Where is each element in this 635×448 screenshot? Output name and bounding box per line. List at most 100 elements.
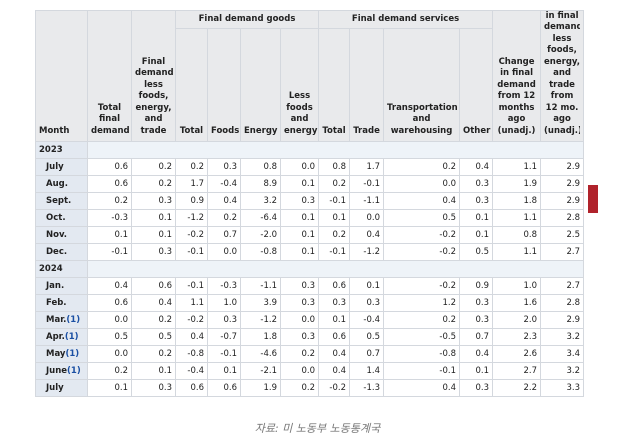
value-cell: 0.6 <box>318 277 351 295</box>
value-cell: -0.2 <box>383 243 461 261</box>
footnote-link[interactable]: (1) <box>67 366 81 376</box>
value-cell: 0.3 <box>279 328 320 346</box>
data-row: May(1) 0.0 0.2 -0.8 -0.1 -4.6 0.2 0.4 0.7 -0.8 0.4… <box>35 345 585 363</box>
footnote-link[interactable]: (1) <box>64 332 79 342</box>
value-cell: 0.3 <box>131 379 176 397</box>
value-cell: -0.2 <box>383 226 461 244</box>
value-cell: 0.2 <box>318 175 351 193</box>
value-cell: 0.3 <box>279 192 320 210</box>
value-cell: 0.5 <box>349 328 385 346</box>
data-row: Oct. -0.3 0.1 -1.2 0.2 -6.4 0.1 0.1 0.0 0.5 0.1 1.1… <box>35 209 585 227</box>
data-row: June(1) 0.2 0.1 -0.4 0.1 -2.1 0.0 0.4 1.4 -0.1 0.1… <box>35 362 585 380</box>
data-row: Sept. 0.2 0.3 0.9 0.4 3.2 0.3 -0.1 -1.1 0.4 0.3 1.8… <box>35 192 585 210</box>
value-cell: 1.2 <box>383 294 461 312</box>
value-cell: -0.1 <box>318 192 351 210</box>
value-cell: 1.0 <box>207 294 241 312</box>
header-cell: Total final demand <box>87 10 132 142</box>
data-row: Feb. 0.6 0.4 1.1 1.0 3.9 0.3 0.3 0.3 1.2 0.3 1.6 2.8 <box>35 294 585 312</box>
value-cell: -1.2 <box>175 209 208 227</box>
value-cell: 0.4 <box>349 226 385 244</box>
data-row: Apr.(1) 0.5 0.5 0.4 -0.7 1.8 0.3 0.6 0.5 -0.5 0.7 2… <box>35 328 585 346</box>
month-label: Nov. <box>46 230 68 240</box>
value-cell: 0.6 <box>87 175 132 193</box>
value-cell: 0.3 <box>279 277 320 295</box>
caption: 자료: 미 노동부 노동통계국 <box>254 422 381 435</box>
value-cell: -4.6 <box>240 345 281 363</box>
value-cell: 0.4 <box>131 294 176 312</box>
value-cell: 0.3 <box>459 379 494 397</box>
value-cell: 0.0 <box>383 175 461 193</box>
value-cell: 0.4 <box>383 379 461 397</box>
value-cell: -0.1 <box>383 362 461 380</box>
header-row: Month Total final demand Final demand le… <box>35 10 585 142</box>
month-cell: Sept. <box>35 192 88 210</box>
header-cell: Other <box>459 28 494 142</box>
value-cell: 0.0 <box>279 158 320 176</box>
value-cell: 0.0 <box>207 243 241 261</box>
value-cell: 0.9 <box>175 192 208 210</box>
header-cell: Total <box>318 28 351 142</box>
value-cell: 2.9 <box>540 311 585 329</box>
value-cell: -0.2 <box>318 379 351 397</box>
value-cell: 0.3 <box>207 311 241 329</box>
header-cell: Month <box>35 10 88 142</box>
value-cell: 0.5 <box>459 243 494 261</box>
value-cell: 0.8 <box>492 226 542 244</box>
value-cell: -0.1 <box>318 243 351 261</box>
value-cell: 0.2 <box>383 158 461 176</box>
value-cell: -0.2 <box>383 277 461 295</box>
data-row: Nov. 0.1 0.1 -0.2 0.7 -2.0 0.1 0.2 0.4 -0.2 0.1 0.8… <box>35 226 585 244</box>
value-cell: -0.1 <box>175 243 208 261</box>
value-cell: 1.6 <box>492 294 542 312</box>
value-cell: 1.1 <box>175 294 208 312</box>
value-cell: 1.9 <box>492 175 542 193</box>
header-row: Total Foods Energy Less foods and energy Tot… <box>36 28 584 142</box>
value-cell: 2.7 <box>540 277 585 295</box>
footnote-link[interactable]: (1) <box>65 349 80 359</box>
value-cell: 0.2 <box>175 158 208 176</box>
value-cell: 0.6 <box>87 158 132 176</box>
value-cell: -2.0 <box>240 226 281 244</box>
value-cell: 0.1 <box>207 362 241 380</box>
value-cell: -0.4 <box>175 362 208 380</box>
value-cell: 0.1 <box>318 311 351 329</box>
value-cell: -0.8 <box>175 345 208 363</box>
data-row: Aug. 0.6 0.2 1.7 -0.4 8.9 0.1 0.2 -0.1 0.0 0.3 1.9 2… <box>35 175 585 193</box>
group-header: Final demand goods <box>174 10 320 29</box>
value-cell: 1.7 <box>175 175 208 193</box>
value-cell: 2.3 <box>492 328 542 346</box>
value-cell: -1.1 <box>240 277 281 295</box>
value-cell: -0.3 <box>207 277 241 295</box>
value-cell: 0.6 <box>131 277 176 295</box>
value-cell: 3.2 <box>240 192 281 210</box>
value-cell: -1.2 <box>349 243 385 261</box>
data-row: Dec. -0.1 0.3 -0.1 0.0 -0.8 0.1 -0.1 -1.2 -0.2 0.5… <box>35 243 585 261</box>
value-cell: 0.4 <box>318 362 351 380</box>
value-cell: 1.4 <box>349 362 385 380</box>
value-cell: 0.1 <box>459 209 494 227</box>
value-cell: -2.1 <box>240 362 281 380</box>
month-cell: Jan. <box>35 277 88 295</box>
value-cell: 0.9 <box>459 277 494 295</box>
value-cell: 0.1 <box>349 277 385 295</box>
value-cell: 8.9 <box>240 175 281 193</box>
month-cell: Feb. <box>35 294 88 312</box>
value-cell: 0.1 <box>87 226 132 244</box>
header-cell: Change in final demand from 12 months ag… <box>492 10 542 142</box>
ppi-table: Month Total final demand Final demand le… <box>35 10 585 397</box>
value-cell: -0.8 <box>240 243 281 261</box>
value-cell: 0.3 <box>131 192 176 210</box>
value-cell: 1.1 <box>492 158 542 176</box>
value-cell: -0.7 <box>207 328 241 346</box>
group-header: Final demand services <box>318 10 494 29</box>
header-text: in final demand less foods, energy, and … <box>544 11 581 136</box>
footnote-link[interactable]: (1) <box>66 315 81 325</box>
year-row: 2023 <box>35 141 585 159</box>
value-cell: 1.0 <box>492 277 542 295</box>
value-cell: 0.3 <box>318 294 351 312</box>
value-cell: -6.4 <box>240 209 281 227</box>
value-cell: 0.2 <box>383 311 461 329</box>
value-cell: 0.1 <box>131 362 176 380</box>
month-label: Jan. <box>46 281 65 291</box>
value-cell: 2.6 <box>492 345 542 363</box>
